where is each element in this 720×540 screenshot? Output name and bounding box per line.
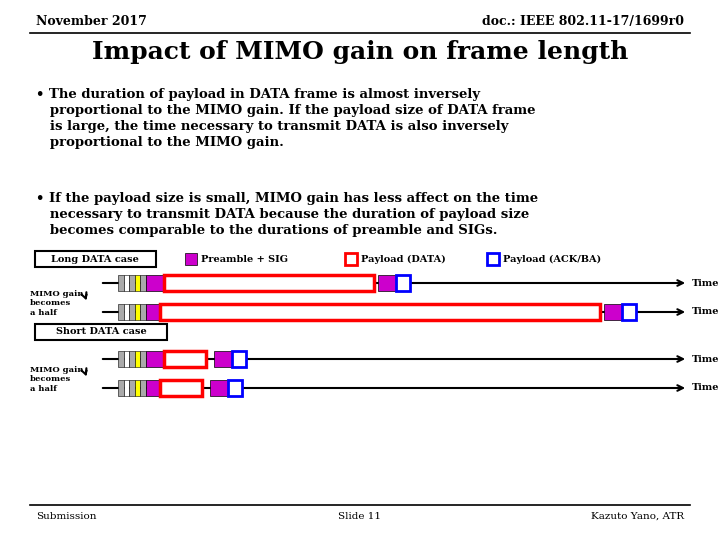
Bar <box>210 380 228 396</box>
Bar <box>228 380 242 396</box>
Bar <box>487 253 499 265</box>
Text: Time: Time <box>692 383 719 393</box>
Bar <box>345 253 357 265</box>
Bar <box>164 351 206 367</box>
Bar <box>214 351 232 367</box>
Bar <box>129 304 135 320</box>
Bar <box>129 380 135 396</box>
Bar <box>124 275 129 291</box>
Bar <box>140 275 146 291</box>
Bar <box>164 275 374 291</box>
Bar <box>118 304 124 320</box>
Bar <box>378 275 396 291</box>
Bar <box>118 351 124 367</box>
Text: proportional to the MIMO gain. If the payload size of DATA frame: proportional to the MIMO gain. If the pa… <box>36 104 536 117</box>
Bar <box>135 351 140 367</box>
Bar <box>185 253 197 265</box>
FancyBboxPatch shape <box>35 324 167 340</box>
Bar <box>124 304 129 320</box>
Text: proportional to the MIMO gain.: proportional to the MIMO gain. <box>36 136 284 149</box>
Bar <box>135 304 140 320</box>
Text: doc.: IEEE 802.11-17/1699r0: doc.: IEEE 802.11-17/1699r0 <box>482 15 684 28</box>
Bar <box>604 304 622 320</box>
Bar <box>124 351 129 367</box>
Text: Kazuto Yano, ATR: Kazuto Yano, ATR <box>591 512 684 521</box>
Bar <box>396 275 410 291</box>
Text: necessary to transmit DATA because the duration of payload size: necessary to transmit DATA because the d… <box>36 208 529 221</box>
Text: Time: Time <box>692 279 719 287</box>
Bar <box>129 275 135 291</box>
Text: Time: Time <box>692 354 719 363</box>
Text: Impact of MIMO gain on frame length: Impact of MIMO gain on frame length <box>92 40 628 64</box>
Bar <box>140 351 146 367</box>
Text: Submission: Submission <box>36 512 96 521</box>
Bar <box>118 380 124 396</box>
Bar <box>135 275 140 291</box>
Text: Payload (ACK/BA): Payload (ACK/BA) <box>503 254 601 264</box>
Bar <box>146 304 160 320</box>
Bar <box>118 275 124 291</box>
Bar <box>129 351 135 367</box>
Text: • The duration of payload in DATA frame is almost inversely: • The duration of payload in DATA frame … <box>36 88 480 101</box>
Text: November 2017: November 2017 <box>36 15 147 28</box>
FancyBboxPatch shape <box>35 251 156 267</box>
Bar <box>232 351 246 367</box>
Text: Payload (DATA): Payload (DATA) <box>361 254 446 264</box>
Text: Short DATA case: Short DATA case <box>55 327 146 336</box>
Bar <box>160 380 202 396</box>
Bar <box>140 304 146 320</box>
Bar <box>124 380 129 396</box>
Text: Slide 11: Slide 11 <box>338 512 382 521</box>
Text: is large, the time necessary to transmit DATA is also inversely: is large, the time necessary to transmit… <box>36 120 508 133</box>
Bar <box>140 380 146 396</box>
Text: Long DATA case: Long DATA case <box>51 254 139 264</box>
Text: MIMO gain
becomes
a half: MIMO gain becomes a half <box>30 366 84 393</box>
Text: Time: Time <box>692 307 719 316</box>
Text: MIMO gain
becomes
a half: MIMO gain becomes a half <box>30 289 84 317</box>
Text: • If the payload size is small, MIMO gain has less affect on the time: • If the payload size is small, MIMO gai… <box>36 192 538 205</box>
Bar <box>135 380 140 396</box>
Text: Preamble + SIG: Preamble + SIG <box>201 254 288 264</box>
Bar <box>146 275 164 291</box>
Bar <box>146 380 160 396</box>
Bar <box>146 351 164 367</box>
Bar <box>160 304 600 320</box>
Bar <box>622 304 636 320</box>
Text: becomes comparable to the durations of preamble and SIGs.: becomes comparable to the durations of p… <box>36 224 498 237</box>
